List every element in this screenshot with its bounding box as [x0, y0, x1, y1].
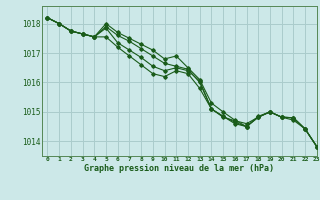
X-axis label: Graphe pression niveau de la mer (hPa): Graphe pression niveau de la mer (hPa) — [84, 164, 274, 173]
